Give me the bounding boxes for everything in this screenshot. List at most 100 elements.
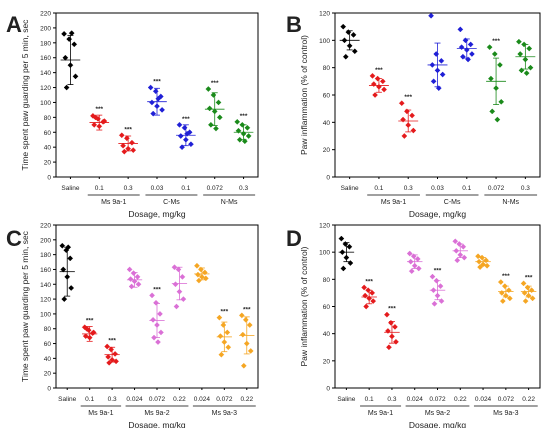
x-tick-label: 0.03 xyxy=(151,185,164,192)
data-point xyxy=(404,108,410,115)
data-point xyxy=(499,298,506,304)
significance-marker: *** xyxy=(211,80,219,87)
data-point xyxy=(429,62,436,68)
data-point xyxy=(128,283,135,290)
data-point xyxy=(479,254,485,261)
data-point xyxy=(221,339,228,345)
x-tick-label: Saline xyxy=(58,396,76,403)
group-label: Ms 9a-2 xyxy=(425,410,450,417)
data-point xyxy=(215,99,222,106)
data-point xyxy=(361,284,368,291)
data-point xyxy=(346,243,353,250)
data-point xyxy=(381,86,387,93)
data-point xyxy=(175,266,182,273)
data-point xyxy=(216,114,223,121)
data-point xyxy=(244,124,251,131)
data-point xyxy=(345,29,352,36)
data-point xyxy=(134,273,141,280)
data-point xyxy=(66,36,73,42)
y-tick-label: 140 xyxy=(40,282,51,289)
series-3 xyxy=(126,266,143,290)
data-point xyxy=(342,241,349,247)
data-point xyxy=(365,287,372,294)
data-point xyxy=(242,316,249,323)
series-6: *** xyxy=(233,113,254,145)
panel-letter: B xyxy=(286,12,302,37)
data-point xyxy=(172,281,179,288)
significance-marker: *** xyxy=(153,286,161,293)
x-tick-label: 0.1 xyxy=(374,185,383,192)
data-point xyxy=(522,56,529,63)
data-point xyxy=(477,264,483,270)
data-point xyxy=(149,292,155,299)
data-point xyxy=(241,138,248,145)
series-7: *** xyxy=(497,273,514,304)
y-tick-label: 60 xyxy=(44,341,52,348)
group-label: Ms 9a-2 xyxy=(144,410,169,417)
significance-marker: *** xyxy=(153,79,161,86)
data-point xyxy=(179,273,186,280)
significance-marker: *** xyxy=(108,338,116,345)
data-point xyxy=(61,296,68,302)
data-point xyxy=(338,235,345,242)
data-point xyxy=(67,62,74,69)
series-1: *** xyxy=(81,318,98,342)
series-5: *** xyxy=(204,80,225,132)
data-point xyxy=(489,108,496,115)
data-point xyxy=(521,41,527,48)
x-tick-label: 0.1 xyxy=(365,396,374,403)
data-point xyxy=(68,285,75,291)
y-tick-label: 200 xyxy=(40,25,51,32)
data-point xyxy=(483,257,489,264)
data-point xyxy=(171,264,178,271)
series-0 xyxy=(59,242,75,302)
y-tick-label: 20 xyxy=(323,147,331,154)
data-point xyxy=(224,329,231,336)
data-point xyxy=(529,295,536,302)
data-point xyxy=(438,57,445,64)
data-point xyxy=(202,275,209,282)
data-point xyxy=(374,75,381,82)
data-point xyxy=(350,31,357,38)
data-point xyxy=(63,84,70,91)
series-5 xyxy=(452,238,469,264)
x-tick-label: 0.22 xyxy=(240,396,253,403)
data-point xyxy=(497,279,504,285)
data-point xyxy=(460,53,466,60)
data-point xyxy=(460,243,467,250)
data-point xyxy=(521,290,528,296)
data-point xyxy=(491,51,498,57)
data-point xyxy=(62,54,69,61)
data-point xyxy=(195,271,201,278)
data-point xyxy=(112,351,118,357)
y-tick-label: 200 xyxy=(40,237,51,244)
data-point xyxy=(506,295,513,302)
data-point xyxy=(127,276,134,282)
data-point xyxy=(406,250,413,257)
data-point xyxy=(469,51,475,57)
data-point xyxy=(415,265,422,272)
series-2: *** xyxy=(104,338,120,366)
data-point xyxy=(480,261,486,268)
y-axis-label: Time spent paw guarding per 5 min, sec xyxy=(20,19,30,171)
data-point xyxy=(211,108,218,115)
data-point xyxy=(435,85,442,92)
significance-marker: *** xyxy=(492,38,500,45)
data-point xyxy=(194,262,200,269)
data-point xyxy=(501,283,508,290)
data-point xyxy=(239,121,246,128)
significance-marker: *** xyxy=(525,274,533,281)
y-tick-label: 0 xyxy=(47,386,51,393)
x-tick-label: 0.3 xyxy=(108,396,117,403)
group-label: Ms 9a-1 xyxy=(368,410,393,417)
y-tick-label: 20 xyxy=(323,358,331,365)
data-point xyxy=(104,343,111,350)
data-point xyxy=(239,331,246,338)
data-point xyxy=(384,311,390,318)
y-tick-label: 0 xyxy=(47,175,51,182)
y-tick-label: 40 xyxy=(44,145,52,152)
data-point xyxy=(131,278,138,285)
data-point xyxy=(456,241,463,247)
data-point xyxy=(454,257,461,264)
x-tick-label: 0.22 xyxy=(522,396,535,403)
